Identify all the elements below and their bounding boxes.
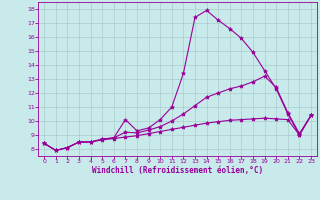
X-axis label: Windchill (Refroidissement éolien,°C): Windchill (Refroidissement éolien,°C) <box>92 166 263 175</box>
